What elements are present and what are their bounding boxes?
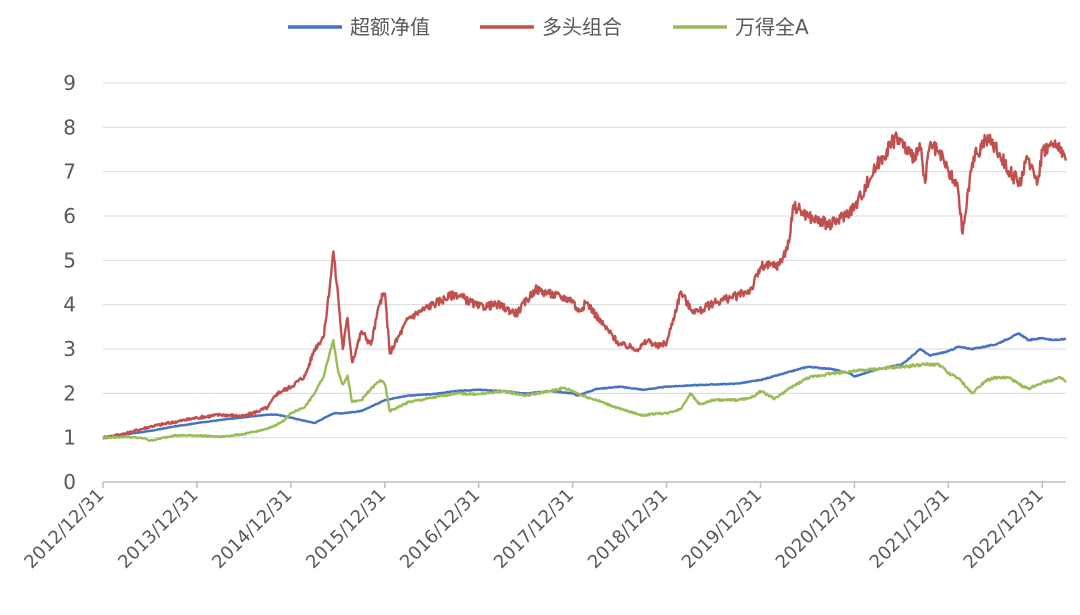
x-tick-label: 2015/12/31: [302, 485, 390, 573]
y-tick-label: 9: [63, 71, 76, 95]
series-line-1: [102, 332, 1067, 439]
y-tick-label: 1: [63, 426, 76, 450]
x-axis: 2012/12/31 2013/12/31 2014/12/31 2015/12/31…: [20, 481, 1066, 573]
x-tick-label: 2021/12/31: [866, 485, 954, 573]
y-tick-label: 4: [63, 293, 76, 317]
plot-area: [102, 131, 1068, 442]
y-tick-label: 3: [63, 337, 76, 361]
legend-label: 多头组合: [542, 15, 622, 39]
x-tick-label: 2016/12/31: [396, 485, 484, 573]
y-tick-label: 5: [63, 248, 76, 272]
legend: 超额净值 多头组合 万得全A: [288, 15, 809, 39]
grid-lines: [103, 82, 1066, 439]
legend-label: 万得全A: [735, 15, 809, 39]
y-tick-label: 8: [63, 115, 76, 139]
x-tick-label: 2020/12/31: [772, 485, 860, 573]
x-tick-label: 2017/12/31: [490, 485, 578, 573]
y-axis: 0 1 2 3 4 5 6 7 8 9: [63, 71, 76, 494]
x-tick-label: 2022/12/31: [960, 485, 1048, 573]
y-tick-label: 2: [63, 381, 76, 405]
x-tick-label: 2018/12/31: [584, 485, 672, 573]
x-tick-label: 2014/12/31: [208, 485, 296, 573]
y-tick-label: 0: [63, 470, 76, 494]
series-line-2: [102, 131, 1068, 440]
legend-label: 超额净值: [350, 15, 430, 39]
y-tick-label: 6: [63, 204, 76, 228]
y-tick-label: 7: [63, 160, 76, 184]
x-tick-label: 2019/12/31: [678, 485, 766, 573]
x-tick-label: 2013/12/31: [114, 485, 202, 573]
series-line-3: [102, 338, 1067, 442]
x-tick-label: 2012/12/31: [20, 485, 108, 573]
